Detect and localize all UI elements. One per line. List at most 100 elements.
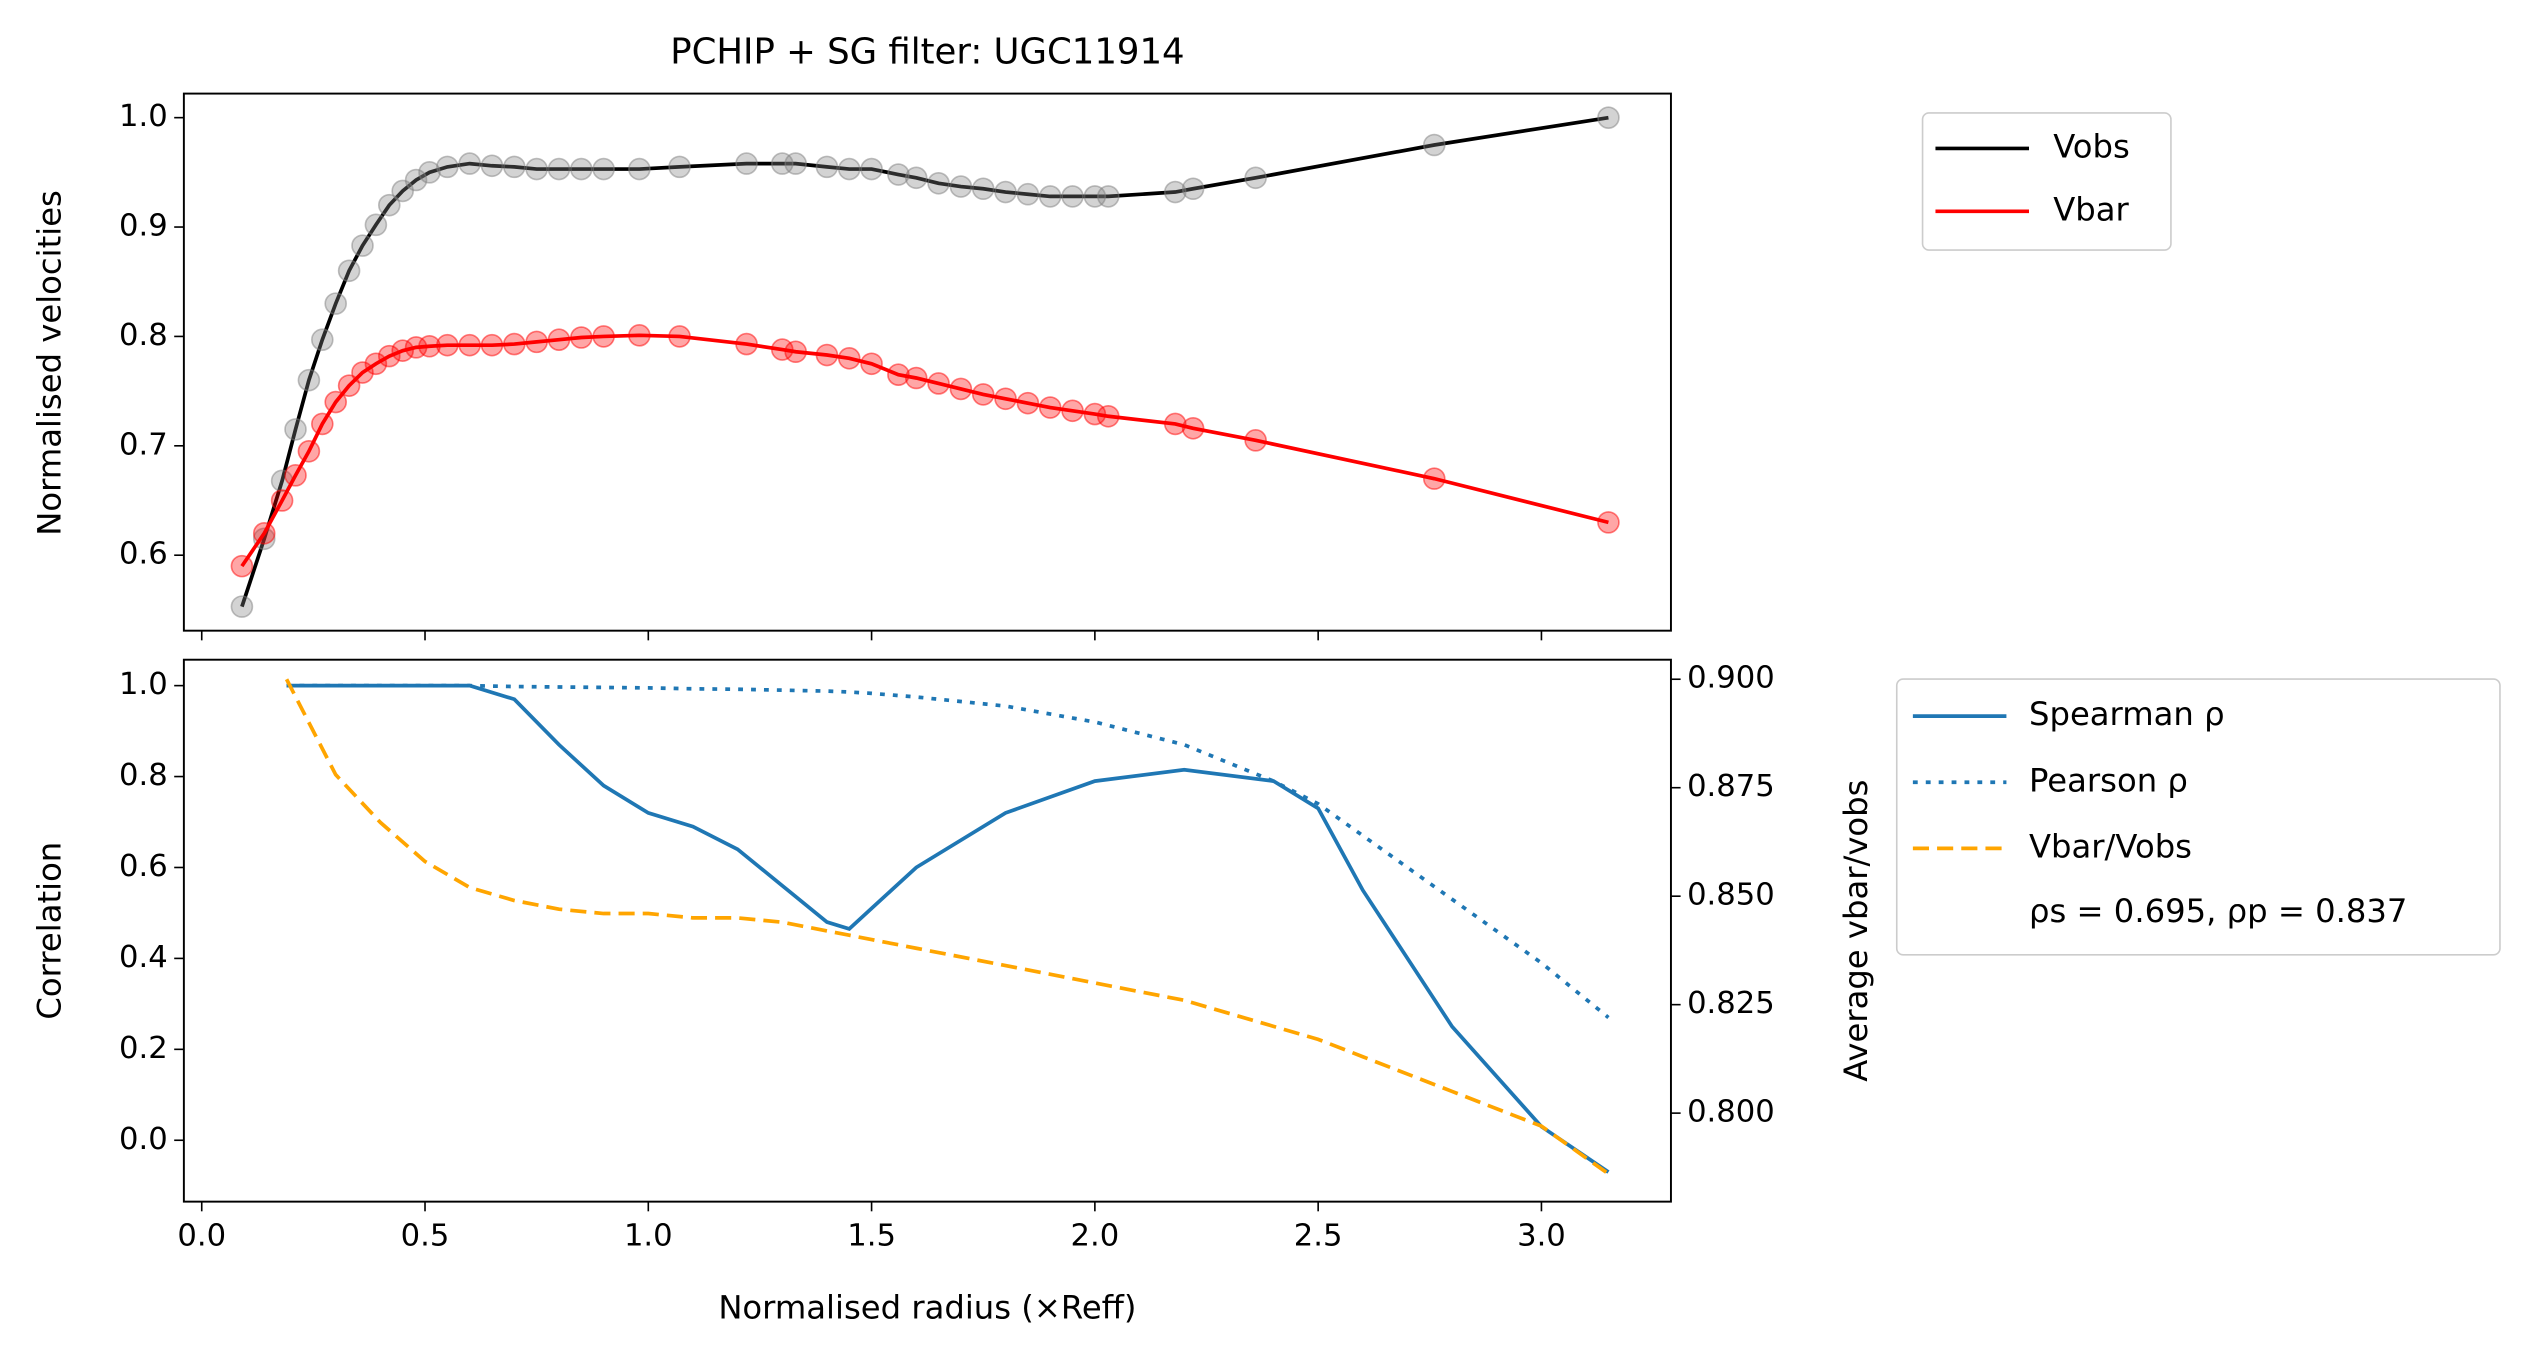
data-point — [815, 155, 839, 179]
data-point — [1038, 396, 1062, 419]
data-point — [994, 387, 1017, 411]
x-tick-label: 2.0 — [1071, 1219, 1120, 1254]
y-tick-label: 0.6 — [119, 849, 168, 884]
x-tick-label: 2.5 — [1294, 1219, 1343, 1254]
data-point — [436, 333, 459, 357]
data-point — [628, 157, 651, 181]
data-point — [837, 347, 861, 370]
data-point — [297, 368, 321, 392]
y-axis-label: Correlation — [31, 842, 69, 1020]
y-tick-label: 1.0 — [119, 667, 168, 702]
data-point — [252, 522, 276, 545]
data-point — [1096, 404, 1120, 428]
data-point — [949, 175, 973, 198]
data-point — [1422, 467, 1446, 490]
data-point — [570, 326, 593, 349]
legend-label: Vbar/Vobs — [2029, 827, 2192, 865]
data-point — [324, 292, 347, 315]
y-tick-label: 0.0 — [119, 1122, 168, 1157]
y2-tick-label: 0.800 — [1687, 1095, 1775, 1130]
y-tick-label: 1.0 — [119, 99, 168, 134]
y-tick-label: 0.7 — [119, 427, 168, 462]
data-point — [735, 332, 758, 356]
y-tick-label: 0.6 — [119, 537, 168, 572]
y-tick-label: 0.2 — [119, 1031, 168, 1066]
data-point — [351, 234, 374, 257]
data-point — [784, 340, 807, 364]
legend-label: Spearman ρ — [2029, 695, 2225, 733]
data-point — [927, 372, 950, 395]
data-point — [1422, 133, 1446, 157]
data-point — [1038, 185, 1062, 208]
series-line — [284, 678, 1610, 1176]
legend-label: Vobs — [2053, 127, 2130, 165]
series-line — [240, 115, 1609, 608]
data-point — [404, 168, 428, 192]
data-point — [324, 390, 347, 414]
y2-tick-label: 0.875 — [1687, 769, 1775, 804]
data-point — [592, 325, 615, 348]
data-point — [480, 333, 504, 357]
data-point — [815, 343, 839, 367]
data-point — [1083, 185, 1107, 208]
data-point — [949, 377, 973, 401]
y2-tick-label: 0.850 — [1687, 878, 1775, 913]
data-point — [230, 595, 254, 618]
annotation: ρs = 0.695, ρp = 0.837 — [2029, 892, 2407, 930]
data-point — [994, 180, 1017, 204]
series-line — [286, 683, 1610, 1174]
data-point — [1096, 185, 1120, 208]
data-point — [337, 259, 361, 283]
data-point — [1181, 417, 1205, 440]
data-point — [418, 161, 441, 184]
data-point — [1016, 182, 1040, 206]
data-point — [230, 554, 254, 578]
data-point — [971, 177, 995, 201]
data-point — [735, 152, 758, 175]
data-point — [860, 352, 883, 376]
data-point — [480, 154, 504, 178]
data-point — [547, 157, 571, 181]
data-point — [503, 332, 526, 356]
data-point — [391, 339, 414, 362]
y-axis-label: Normalised velocities — [31, 190, 69, 536]
y-tick-label: 0.9 — [119, 209, 168, 244]
data-point — [784, 152, 807, 175]
data-point — [458, 333, 481, 357]
data-point — [904, 366, 928, 390]
data-point — [1597, 106, 1620, 129]
data-point — [436, 155, 459, 179]
chart-title: PCHIP + SG filter: UGC11914 — [670, 31, 1184, 72]
data-point — [904, 166, 928, 190]
plot-frame — [182, 658, 1672, 1203]
x-tick-label: 1.0 — [624, 1219, 673, 1254]
data-point — [860, 157, 883, 181]
data-point — [525, 330, 548, 354]
data-point — [1163, 412, 1187, 436]
x-tick-label: 3.0 — [1517, 1219, 1566, 1254]
x-axis-label: Normalised radius (×Reff) — [718, 1289, 1136, 1327]
series-line — [286, 683, 1610, 1019]
data-point — [284, 464, 307, 487]
data-point — [364, 352, 388, 376]
y-tick-label: 0.8 — [119, 318, 168, 353]
data-point — [458, 152, 481, 175]
data-point — [311, 412, 334, 436]
data-point — [1061, 399, 1084, 423]
data-point — [668, 325, 691, 348]
data-point — [971, 383, 995, 406]
data-point — [1016, 391, 1040, 415]
data-point — [378, 344, 401, 368]
plot-frame — [182, 92, 1672, 632]
y2-tick-label: 0.900 — [1687, 661, 1775, 696]
series-line — [240, 333, 1609, 568]
data-point — [284, 418, 307, 441]
data-point — [503, 155, 526, 179]
data-point — [547, 328, 571, 351]
data-point — [570, 157, 593, 181]
x-tick-label: 0.5 — [401, 1219, 450, 1254]
data-point — [525, 157, 548, 181]
data-point — [1244, 429, 1267, 452]
y2-axis-label: Average vbar/vobs — [1837, 780, 1875, 1082]
